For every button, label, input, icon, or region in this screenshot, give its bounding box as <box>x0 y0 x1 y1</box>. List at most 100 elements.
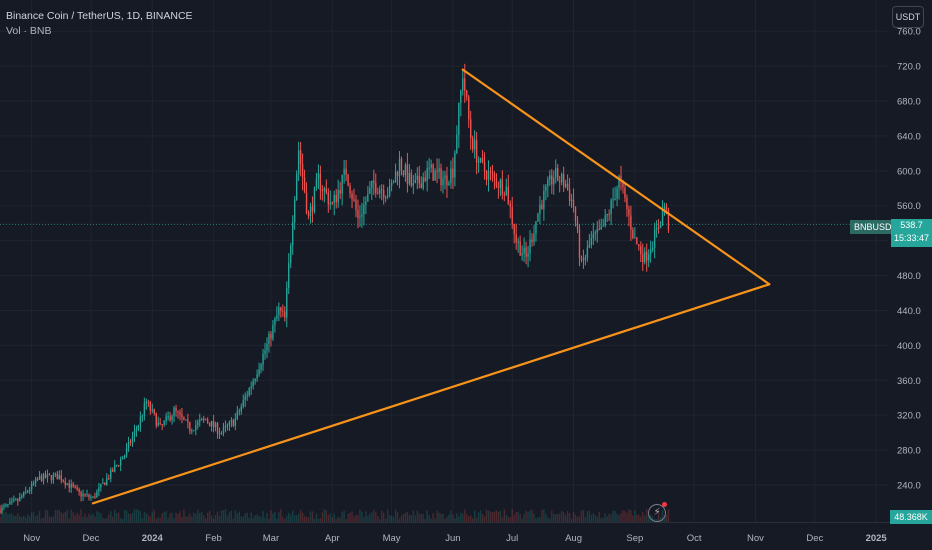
candle <box>90 497 91 498</box>
candle <box>585 258 586 260</box>
candle <box>0 509 1 512</box>
volume-bar <box>391 516 392 522</box>
volume-bar <box>3 513 4 522</box>
candle <box>330 203 331 205</box>
candle <box>573 200 574 207</box>
candle <box>553 177 554 184</box>
volume-bar <box>502 517 503 522</box>
candle <box>636 238 637 245</box>
candle <box>247 395 248 396</box>
candle <box>154 409 155 413</box>
candle <box>660 225 661 228</box>
candle <box>302 164 303 177</box>
candle <box>535 221 536 233</box>
candle <box>197 422 198 425</box>
candle <box>59 475 60 479</box>
candle <box>557 168 558 181</box>
candle <box>9 502 10 504</box>
volume-bar <box>148 515 149 522</box>
volume-bar <box>371 512 372 522</box>
volume-bar <box>15 516 16 522</box>
volume-bar <box>284 519 285 522</box>
volume-bar <box>468 517 469 522</box>
candle <box>640 246 641 254</box>
candle <box>55 474 56 475</box>
volume-bar <box>82 517 83 522</box>
candle <box>193 430 194 431</box>
candle <box>529 239 530 253</box>
volume-bar <box>55 510 56 522</box>
x-tick-label: Sep <box>626 533 643 544</box>
candle <box>403 171 404 175</box>
volume-bar <box>19 516 20 522</box>
volume-bar <box>458 517 459 522</box>
volume-bar <box>270 510 271 522</box>
volume-bar <box>369 513 370 522</box>
x-tick-label: Jul <box>506 533 518 544</box>
candle <box>171 416 172 420</box>
candle <box>76 488 77 490</box>
volume-bar <box>549 519 550 522</box>
candle <box>7 504 8 505</box>
volume-bar <box>7 514 8 522</box>
candle <box>116 465 117 466</box>
volume-bar <box>545 514 546 522</box>
candle <box>211 421 212 426</box>
volume-bar <box>527 512 528 522</box>
volume-bar <box>517 512 518 522</box>
volume-bar <box>492 512 493 522</box>
candle <box>391 183 392 186</box>
volume-bar <box>207 513 208 522</box>
volume-bar <box>322 512 323 522</box>
volume-bar <box>438 513 439 522</box>
candle <box>128 442 129 448</box>
volume-bar <box>67 510 68 522</box>
candle <box>80 492 81 496</box>
volume-bar <box>126 510 127 522</box>
volume-bar <box>519 514 520 522</box>
candle <box>15 499 16 500</box>
volume-bar <box>197 509 198 522</box>
candle <box>23 492 24 497</box>
candle <box>27 491 28 492</box>
y-tick-label: 440.0 <box>897 306 921 317</box>
volume-bar <box>0 517 1 522</box>
volume-bar <box>514 515 515 522</box>
volume-bar <box>363 517 364 522</box>
candle <box>294 200 295 222</box>
candle <box>199 420 200 422</box>
candle <box>458 103 459 135</box>
candle <box>49 474 50 475</box>
volume-bar <box>440 514 441 522</box>
candle <box>262 354 263 365</box>
volume-bar <box>239 511 240 522</box>
volume-bar <box>642 512 643 522</box>
candle <box>272 325 273 339</box>
volume-bar <box>189 513 190 522</box>
volume-bar <box>156 519 157 522</box>
volume-bar <box>634 510 635 522</box>
currency-button[interactable]: USDT <box>892 6 924 28</box>
candle <box>152 409 153 410</box>
volume-bar <box>124 510 125 522</box>
volume-bar <box>330 513 331 522</box>
candle <box>126 448 127 455</box>
volume-bar <box>80 509 81 522</box>
volume-bar <box>573 512 574 522</box>
volume-bar <box>217 511 218 522</box>
y-tick-label: 480.0 <box>897 271 921 282</box>
candle <box>599 229 600 230</box>
volume-bar <box>614 511 615 522</box>
volume-bar <box>462 514 463 522</box>
volume-bar <box>383 513 384 522</box>
candle <box>421 184 422 189</box>
candle <box>219 433 220 434</box>
y-tick-label: 400.0 <box>897 341 921 352</box>
volume-bar <box>500 511 501 522</box>
volume-bar <box>456 513 457 522</box>
candle <box>266 344 267 351</box>
candle <box>450 169 451 184</box>
candle <box>306 193 307 213</box>
volume-bar <box>525 511 526 522</box>
